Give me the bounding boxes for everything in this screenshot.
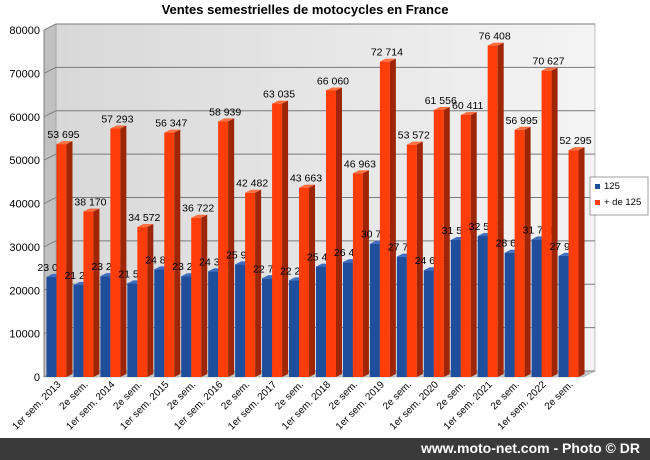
bar-over-125 bbox=[56, 141, 73, 377]
data-label-over-125: 46 963 bbox=[344, 158, 376, 170]
data-label-over-125: 43 663 bbox=[290, 173, 322, 185]
y-tick-label: 30000 bbox=[9, 242, 40, 254]
y-tick-label: 40000 bbox=[9, 199, 40, 211]
x-tick-label: 1er sem. 2015 bbox=[118, 379, 171, 432]
y-tick-label: 50000 bbox=[9, 155, 40, 167]
data-label-over-125: 57 293 bbox=[101, 113, 133, 125]
data-label-over-125: 34 572 bbox=[128, 212, 160, 224]
bar-over-125 bbox=[433, 107, 450, 377]
bar-over-125 bbox=[272, 100, 289, 377]
y-tick-label: 70000 bbox=[9, 68, 40, 80]
bar-over-125 bbox=[460, 111, 477, 377]
bar-over-125 bbox=[191, 214, 208, 377]
bar-over-125 bbox=[379, 58, 396, 377]
x-tick-label: 1er sem. 2013 bbox=[11, 379, 64, 432]
bar-over-125 bbox=[325, 87, 342, 377]
data-label-over-125: 42 482 bbox=[236, 178, 268, 190]
data-label-over-125: 36 722 bbox=[182, 203, 214, 215]
x-tick-label: 1er sem. 2022 bbox=[496, 379, 549, 432]
bar-over-125 bbox=[110, 125, 127, 378]
legend-box bbox=[589, 176, 649, 216]
bar-over-125 bbox=[406, 141, 423, 377]
legend-swatch bbox=[595, 200, 600, 205]
y-tick-label: 20000 bbox=[9, 285, 40, 297]
bar-over-125 bbox=[137, 224, 154, 377]
legend-label: 125 bbox=[604, 181, 620, 192]
bar-over-125 bbox=[487, 42, 504, 378]
data-label-over-125: 72 714 bbox=[371, 47, 403, 59]
x-tick-label: 1er sem. 2018 bbox=[280, 379, 333, 432]
plot-area: 0 10000 20000 30000 40000 50000 60000 70000 8000… bbox=[9, 23, 596, 432]
data-label-over-125: 56 347 bbox=[155, 118, 187, 130]
y-tick-label: 10000 bbox=[9, 329, 40, 341]
data-label-over-125: 66 060 bbox=[317, 75, 349, 87]
data-label-over-125: 53 572 bbox=[398, 130, 430, 142]
data-label-over-125: 52 295 bbox=[559, 135, 591, 147]
data-label-over-125: 60 411 bbox=[452, 100, 483, 112]
gridline bbox=[43, 110, 595, 118]
x-tick-label: 1er sem. 2016 bbox=[172, 379, 225, 432]
bar-over-125 bbox=[83, 208, 100, 377]
bar-over-125 bbox=[568, 147, 585, 377]
data-label-over-125: 76 408 bbox=[479, 31, 511, 43]
legend-label: + de 125 bbox=[604, 197, 641, 208]
footer-credit: www.moto-net.com - Photo © DR bbox=[420, 440, 640, 456]
data-label-over-125: 53 695 bbox=[47, 129, 79, 141]
x-tick-label: 2e sem. bbox=[543, 379, 576, 412]
data-label-over-125: 70 627 bbox=[533, 56, 565, 68]
bar-over-125 bbox=[218, 118, 235, 378]
bar-over-125 bbox=[164, 129, 181, 377]
y-tick-label: 80000 bbox=[9, 25, 40, 37]
data-label-over-125: 63 035 bbox=[263, 89, 295, 101]
x-tick-label: 1er sem. 2020 bbox=[388, 379, 441, 432]
data-label-over-125: 56 995 bbox=[506, 115, 538, 127]
data-label-over-125: 38 170 bbox=[74, 196, 106, 208]
bar-over-125 bbox=[541, 67, 558, 377]
x-tick-label: 1er sem. 2017 bbox=[226, 379, 279, 432]
bar-over-125 bbox=[514, 126, 531, 378]
x-tick-label: 1er sem. 2014 bbox=[65, 379, 118, 432]
bar-over-125 bbox=[299, 184, 316, 377]
gridline bbox=[43, 66, 595, 74]
x-tick-label: 1er sem. 2019 bbox=[334, 379, 387, 432]
bar-over-125 bbox=[245, 189, 262, 377]
chart-title: Ventes semestrielles de motocycles en Fr… bbox=[162, 2, 449, 17]
x-tick-label: 1er sem. 2021 bbox=[442, 379, 495, 432]
legend-swatch bbox=[595, 184, 600, 189]
bar-over-125 bbox=[352, 170, 369, 377]
data-label-over-125: 61 556 bbox=[425, 95, 457, 107]
legend: 125 + de 125 bbox=[589, 176, 649, 216]
footer-bar: www.moto-net.com - Photo © DR bbox=[0, 438, 650, 460]
y-tick-label: 60000 bbox=[9, 112, 40, 124]
gridline bbox=[43, 23, 595, 31]
y-tick-label: 0 bbox=[34, 372, 40, 384]
data-label-over-125: 58 939 bbox=[209, 106, 241, 118]
